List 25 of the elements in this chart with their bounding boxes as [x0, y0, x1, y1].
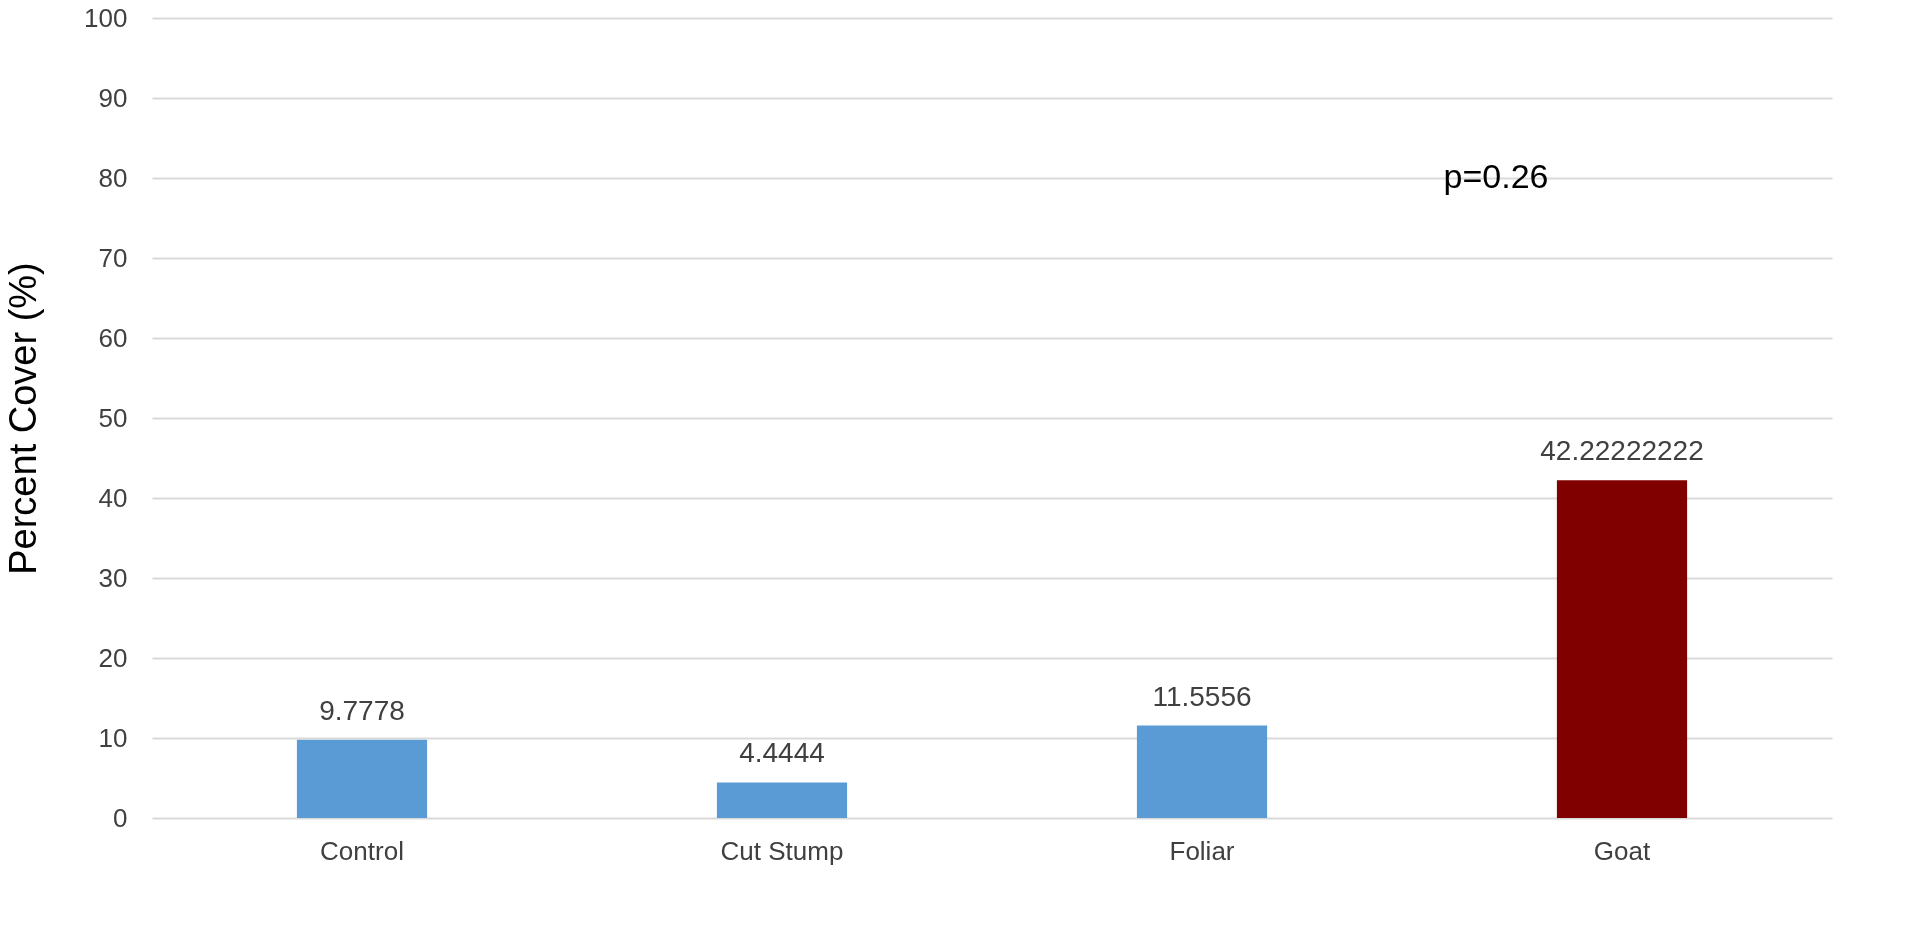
y-tick-label: 50: [98, 402, 128, 433]
annotation: p=0.26: [1443, 157, 1549, 195]
x-tick-label: Foliar: [1169, 835, 1235, 866]
bar: [1556, 480, 1688, 818]
y-tick-label: 80: [98, 162, 128, 193]
data-label: 9.7778: [319, 694, 405, 726]
y-tick-label: 100: [84, 2, 128, 33]
y-tick-label: 0: [113, 802, 128, 833]
y-tick-label: 20: [98, 642, 128, 673]
bar: [296, 739, 428, 818]
y-axis-title: Percent Cover (%): [2, 262, 45, 575]
x-tick-label: Control: [320, 835, 404, 866]
y-tick-label: 10: [98, 722, 128, 753]
y-tick-label: 70: [98, 242, 128, 273]
y-tick-label: 30: [98, 562, 128, 593]
x-tick-label: Goat: [1593, 835, 1651, 866]
bar: [1136, 725, 1268, 818]
y-tick-label: 40: [98, 482, 128, 513]
y-tick-label: 60: [98, 322, 128, 353]
data-label: 11.5556: [1152, 680, 1252, 712]
x-tick-label: Cut Stump: [720, 835, 844, 866]
data-label: 42.22222222: [1540, 435, 1704, 467]
bar: [716, 782, 848, 818]
y-tick-label: 90: [98, 82, 128, 113]
data-label: 4.4444: [739, 737, 825, 769]
